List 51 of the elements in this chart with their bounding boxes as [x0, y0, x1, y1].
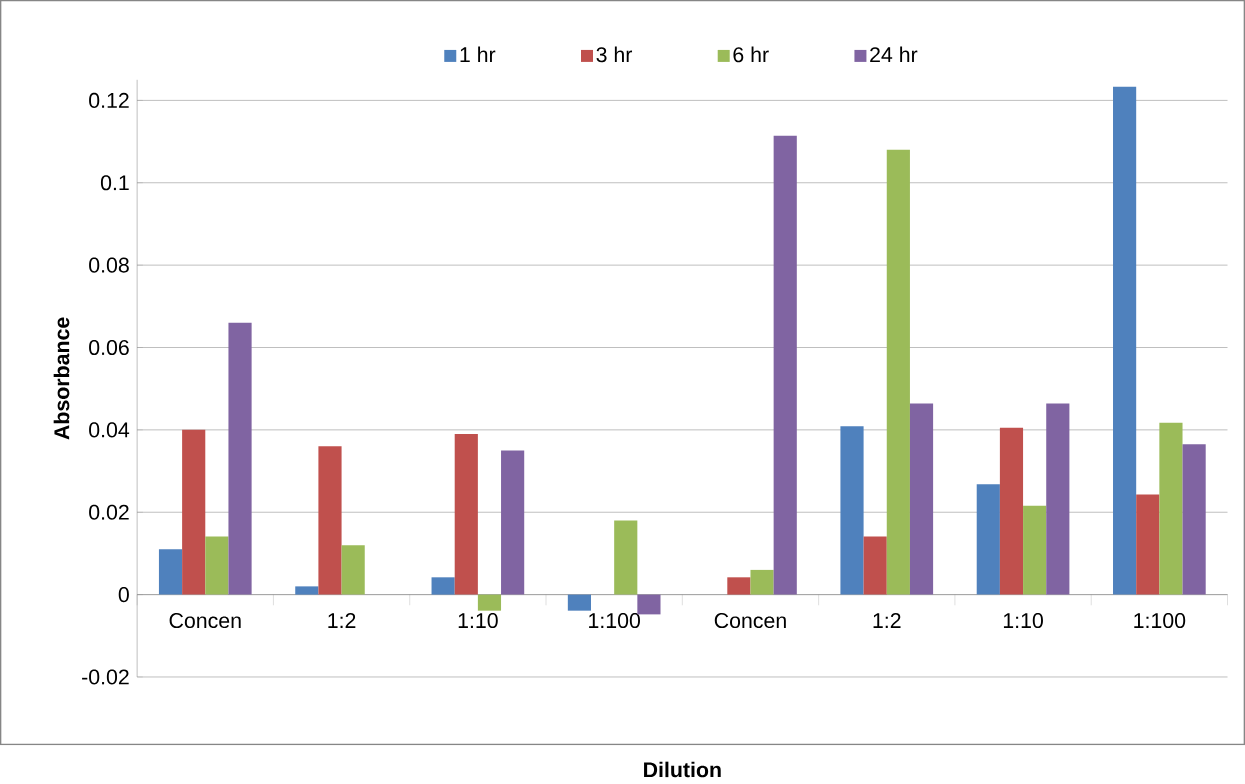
bar	[773, 135, 797, 595]
y-tick-label: 0.02	[89, 504, 129, 520]
y-tick-label: 0.12	[89, 92, 129, 108]
bar	[567, 594, 591, 611]
y-tick-label: 0.06	[89, 339, 129, 355]
bar	[228, 322, 252, 595]
bar	[1136, 494, 1160, 595]
bar	[999, 427, 1024, 595]
bar	[182, 429, 206, 595]
bar	[205, 536, 229, 595]
legend-label: 3 hr	[596, 46, 633, 63]
bar	[295, 586, 319, 595]
bar	[727, 577, 751, 595]
x-tick-label: 1:10	[458, 612, 498, 628]
y-tick-label: 0.04	[89, 422, 130, 438]
bar	[1182, 444, 1206, 595]
bar	[501, 450, 525, 595]
x-axis-title: Dilution	[644, 761, 721, 778]
bar	[1113, 86, 1137, 595]
bar	[886, 149, 910, 595]
bar	[976, 484, 1000, 595]
legend-label: 24 hr	[870, 46, 918, 62]
bar	[637, 594, 661, 615]
bar	[1046, 403, 1070, 595]
y-axis-title: Absorbance	[53, 317, 70, 440]
y-tick-label: 0	[118, 586, 129, 602]
x-tick-label: Concen	[714, 612, 786, 628]
x-tick-label: 1:2	[873, 612, 901, 628]
x-tick-label: 1:10	[1003, 612, 1043, 628]
x-tick-label: Concen	[169, 612, 241, 628]
bar	[1159, 422, 1183, 595]
x-tick-label: 1:2	[328, 612, 356, 628]
bar	[318, 446, 342, 595]
bar	[863, 536, 887, 595]
bar	[431, 577, 455, 595]
bar	[840, 425, 864, 595]
bar	[750, 569, 774, 595]
bar	[909, 403, 934, 595]
bar	[1023, 505, 1047, 595]
bar	[158, 549, 183, 595]
legend-label: 1 hr	[460, 46, 496, 62]
bar	[477, 594, 502, 611]
y-tick-label: -0.02	[82, 669, 129, 685]
y-tick-label: 0.1	[100, 175, 129, 191]
legend-label: 6 hr	[733, 46, 769, 63]
bar	[614, 520, 638, 595]
bar	[454, 433, 478, 595]
x-tick-label: 1:100	[589, 612, 641, 628]
y-tick-label: 0.08	[89, 257, 129, 273]
bar	[341, 544, 365, 595]
x-tick-label: 1:100	[1134, 612, 1186, 628]
